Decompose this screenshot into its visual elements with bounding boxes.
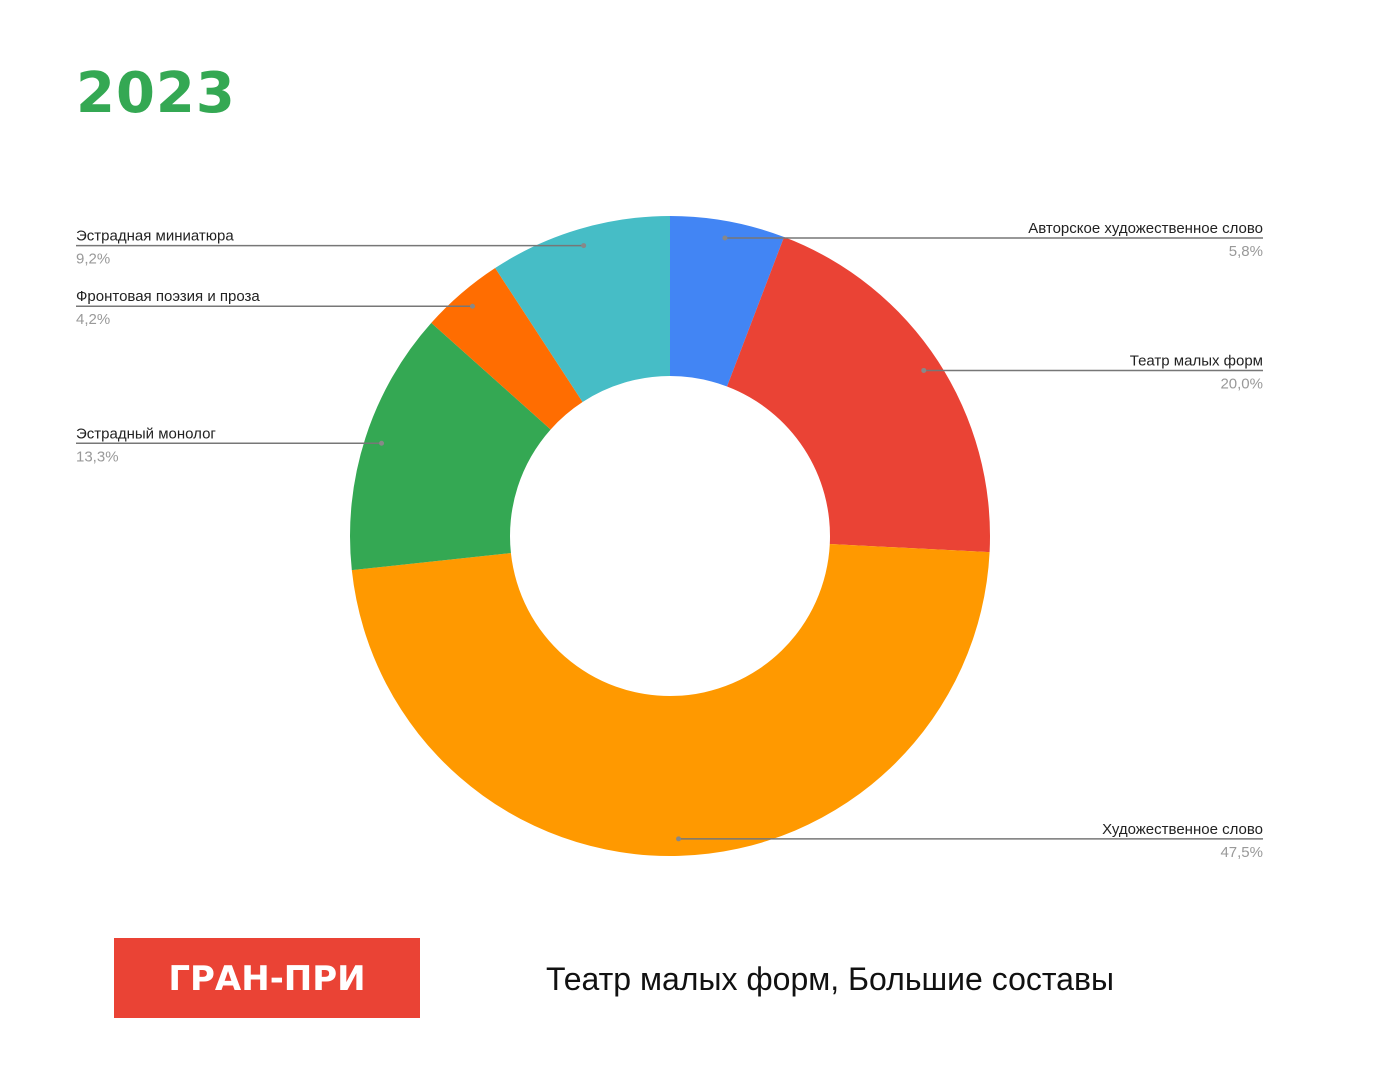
slice [351,544,990,857]
slice-label: Эстрадный монолог [76,425,216,442]
slice-label: Авторское художественное слово [1028,220,1263,237]
slice [350,322,551,571]
slice-label: Фронтовая поэзия и проза [76,288,260,305]
slice [670,216,785,387]
value-label: 47,5% [1220,844,1263,861]
badge-box [114,938,420,1018]
badge: ГРАН-ПРИ [168,959,365,999]
leader-dot [722,235,728,241]
slice-label: Театр малых форм [1130,352,1263,369]
value-label: 5,8% [1229,243,1263,260]
leader-dot [676,836,682,842]
slice [727,237,991,553]
slice [495,216,670,402]
value-label: 13,3% [76,448,119,465]
value-label: 20,0% [1220,375,1263,392]
value-label: 9,2% [76,251,110,268]
slice-label: Эстрадная миниатюра [76,228,234,245]
slice [431,267,583,430]
caption: Театр малых форм, Большие составы [546,961,1114,997]
leader-dot [379,440,385,446]
leader-dot [581,243,587,249]
slice-label: Художественное слово [1102,821,1263,838]
value-label: 4,2% [76,311,110,328]
leader-dot [469,303,475,309]
chart-title: 2023 [76,61,236,126]
leader-dot [921,367,927,373]
